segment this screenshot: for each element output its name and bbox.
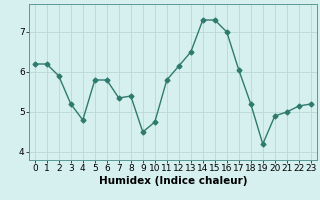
X-axis label: Humidex (Indice chaleur): Humidex (Indice chaleur)	[99, 176, 247, 186]
